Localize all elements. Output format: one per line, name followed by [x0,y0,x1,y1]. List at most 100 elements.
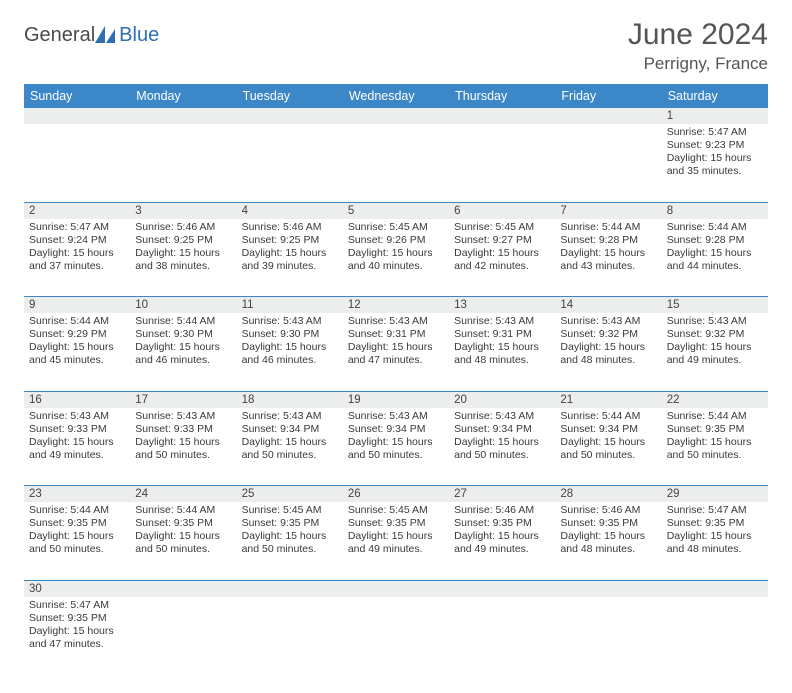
day-number-cell: 1 [662,108,768,124]
sunset-line: Sunset: 9:25 PM [242,234,338,247]
day-body-cell: Sunrise: 5:46 AMSunset: 9:25 PMDaylight:… [130,219,236,297]
day-number-cell: 10 [130,297,236,314]
day-number-cell: 21 [555,391,661,408]
day-number-cell: 13 [449,297,555,314]
day-number-row: 2345678 [24,202,768,219]
daylight-line: Daylight: 15 hours and 50 minutes. [29,530,125,556]
daylight-line: Daylight: 15 hours and 48 minutes. [560,341,656,367]
day-number-cell [237,108,343,124]
daylight-line: Daylight: 15 hours and 49 minutes. [348,530,444,556]
daylight-line: Daylight: 15 hours and 47 minutes. [348,341,444,367]
daylight-line: Daylight: 15 hours and 50 minutes. [667,436,763,462]
sunset-line: Sunset: 9:34 PM [560,423,656,436]
day-body-cell [343,597,449,675]
daylight-line: Daylight: 15 hours and 45 minutes. [29,341,125,367]
brand-logo: General Blue [24,24,159,47]
day-body-cell [24,124,130,202]
daylight-line: Daylight: 15 hours and 50 minutes. [454,436,550,462]
day-number-cell: 9 [24,297,130,314]
day-body-row: Sunrise: 5:47 AMSunset: 9:35 PMDaylight:… [24,597,768,675]
sunset-line: Sunset: 9:28 PM [667,234,763,247]
day-details: Sunrise: 5:45 AMSunset: 9:26 PMDaylight:… [343,219,449,278]
day-number-row: 30 [24,580,768,597]
day-details: Sunrise: 5:44 AMSunset: 9:35 PMDaylight:… [24,502,130,561]
sunrise-line: Sunrise: 5:43 AM [348,315,444,328]
day-body-cell: Sunrise: 5:44 AMSunset: 9:35 PMDaylight:… [662,408,768,486]
day-body-cell: Sunrise: 5:43 AMSunset: 9:31 PMDaylight:… [449,313,555,391]
weekday-header: Monday [130,84,236,108]
sunset-line: Sunset: 9:34 PM [242,423,338,436]
sunset-line: Sunset: 9:35 PM [242,517,338,530]
sunrise-line: Sunrise: 5:43 AM [454,410,550,423]
day-number-cell: 22 [662,391,768,408]
sunset-line: Sunset: 9:31 PM [454,328,550,341]
sunrise-line: Sunrise: 5:46 AM [135,221,231,234]
daylight-line: Daylight: 15 hours and 50 minutes. [242,436,338,462]
sunrise-line: Sunrise: 5:45 AM [454,221,550,234]
sunrise-line: Sunrise: 5:44 AM [560,410,656,423]
day-body-cell: Sunrise: 5:45 AMSunset: 9:35 PMDaylight:… [237,502,343,580]
day-body-cell: Sunrise: 5:45 AMSunset: 9:35 PMDaylight:… [343,502,449,580]
day-details: Sunrise: 5:43 AMSunset: 9:33 PMDaylight:… [24,408,130,467]
day-body-cell: Sunrise: 5:44 AMSunset: 9:35 PMDaylight:… [24,502,130,580]
daylight-line: Daylight: 15 hours and 46 minutes. [135,341,231,367]
logo-text-blue: Blue [119,24,159,47]
day-details: Sunrise: 5:45 AMSunset: 9:35 PMDaylight:… [237,502,343,561]
sunset-line: Sunset: 9:32 PM [560,328,656,341]
sunrise-line: Sunrise: 5:44 AM [667,410,763,423]
sunrise-line: Sunrise: 5:44 AM [135,504,231,517]
sunrise-line: Sunrise: 5:43 AM [29,410,125,423]
day-body-cell: Sunrise: 5:46 AMSunset: 9:35 PMDaylight:… [449,502,555,580]
day-body-cell [130,597,236,675]
day-details: Sunrise: 5:46 AMSunset: 9:25 PMDaylight:… [237,219,343,278]
day-body-cell: Sunrise: 5:47 AMSunset: 9:23 PMDaylight:… [662,124,768,202]
daylight-line: Daylight: 15 hours and 50 minutes. [560,436,656,462]
day-details: Sunrise: 5:47 AMSunset: 9:35 PMDaylight:… [24,597,130,656]
sail-icon [95,26,117,44]
day-body-row: Sunrise: 5:44 AMSunset: 9:35 PMDaylight:… [24,502,768,580]
day-body-row: Sunrise: 5:43 AMSunset: 9:33 PMDaylight:… [24,408,768,486]
weekday-header-row: Sunday Monday Tuesday Wednesday Thursday… [24,84,768,108]
day-details: Sunrise: 5:43 AMSunset: 9:30 PMDaylight:… [237,313,343,372]
sunset-line: Sunset: 9:25 PM [135,234,231,247]
day-number-cell [343,580,449,597]
sunset-line: Sunset: 9:35 PM [135,517,231,530]
day-number-cell [24,108,130,124]
day-number-cell [343,108,449,124]
day-number-cell: 16 [24,391,130,408]
sunrise-line: Sunrise: 5:47 AM [29,221,125,234]
day-details: Sunrise: 5:43 AMSunset: 9:34 PMDaylight:… [343,408,449,467]
day-body-row: Sunrise: 5:47 AMSunset: 9:24 PM Daylight:… [24,219,768,297]
daylight-line: Daylight: 15 hours and 42 minutes. [454,247,550,273]
sunrise-line: Sunrise: 5:45 AM [348,221,444,234]
day-number-cell: 19 [343,391,449,408]
day-details: Sunrise: 5:46 AMSunset: 9:25 PMDaylight:… [130,219,236,278]
day-details: Sunrise: 5:44 AMSunset: 9:28 PMDaylight:… [662,219,768,278]
daylight-line: Daylight: 15 hours and 38 minutes. [135,247,231,273]
day-body-cell [130,124,236,202]
sunset-line: Sunset: 9:35 PM [348,517,444,530]
sunset-line: Sunset: 9:24 PM [29,234,125,247]
day-number-cell [449,108,555,124]
sunrise-line: Sunrise: 5:44 AM [667,221,763,234]
daylight-line: Daylight: 15 hours and 40 minutes. [348,247,444,273]
day-number-cell: 3 [130,202,236,219]
day-body-cell [555,597,661,675]
weekday-header: Wednesday [343,84,449,108]
day-number-cell: 6 [449,202,555,219]
day-number-cell: 24 [130,486,236,503]
day-number-cell [130,580,236,597]
daylight-line: Daylight: 15 hours and 46 minutes. [242,341,338,367]
sunrise-line: Sunrise: 5:47 AM [29,599,125,612]
sunset-line: Sunset: 9:26 PM [348,234,444,247]
day-body-cell [449,597,555,675]
day-number-cell [555,580,661,597]
day-body-cell: Sunrise: 5:45 AMSunset: 9:26 PMDaylight:… [343,219,449,297]
daylight-line: Daylight: 15 hours and 47 minutes. [29,625,125,651]
day-details: Sunrise: 5:43 AMSunset: 9:34 PMDaylight:… [237,408,343,467]
day-details: Sunrise: 5:44 AMSunset: 9:35 PMDaylight:… [130,502,236,561]
sunset-line: Sunset: 9:35 PM [29,517,125,530]
daylight-line: Daylight: 15 hours and 44 minutes. [667,247,763,273]
day-number-row: 23242526272829 [24,486,768,503]
title-block: June 2024 Perrigny, France [628,18,768,74]
